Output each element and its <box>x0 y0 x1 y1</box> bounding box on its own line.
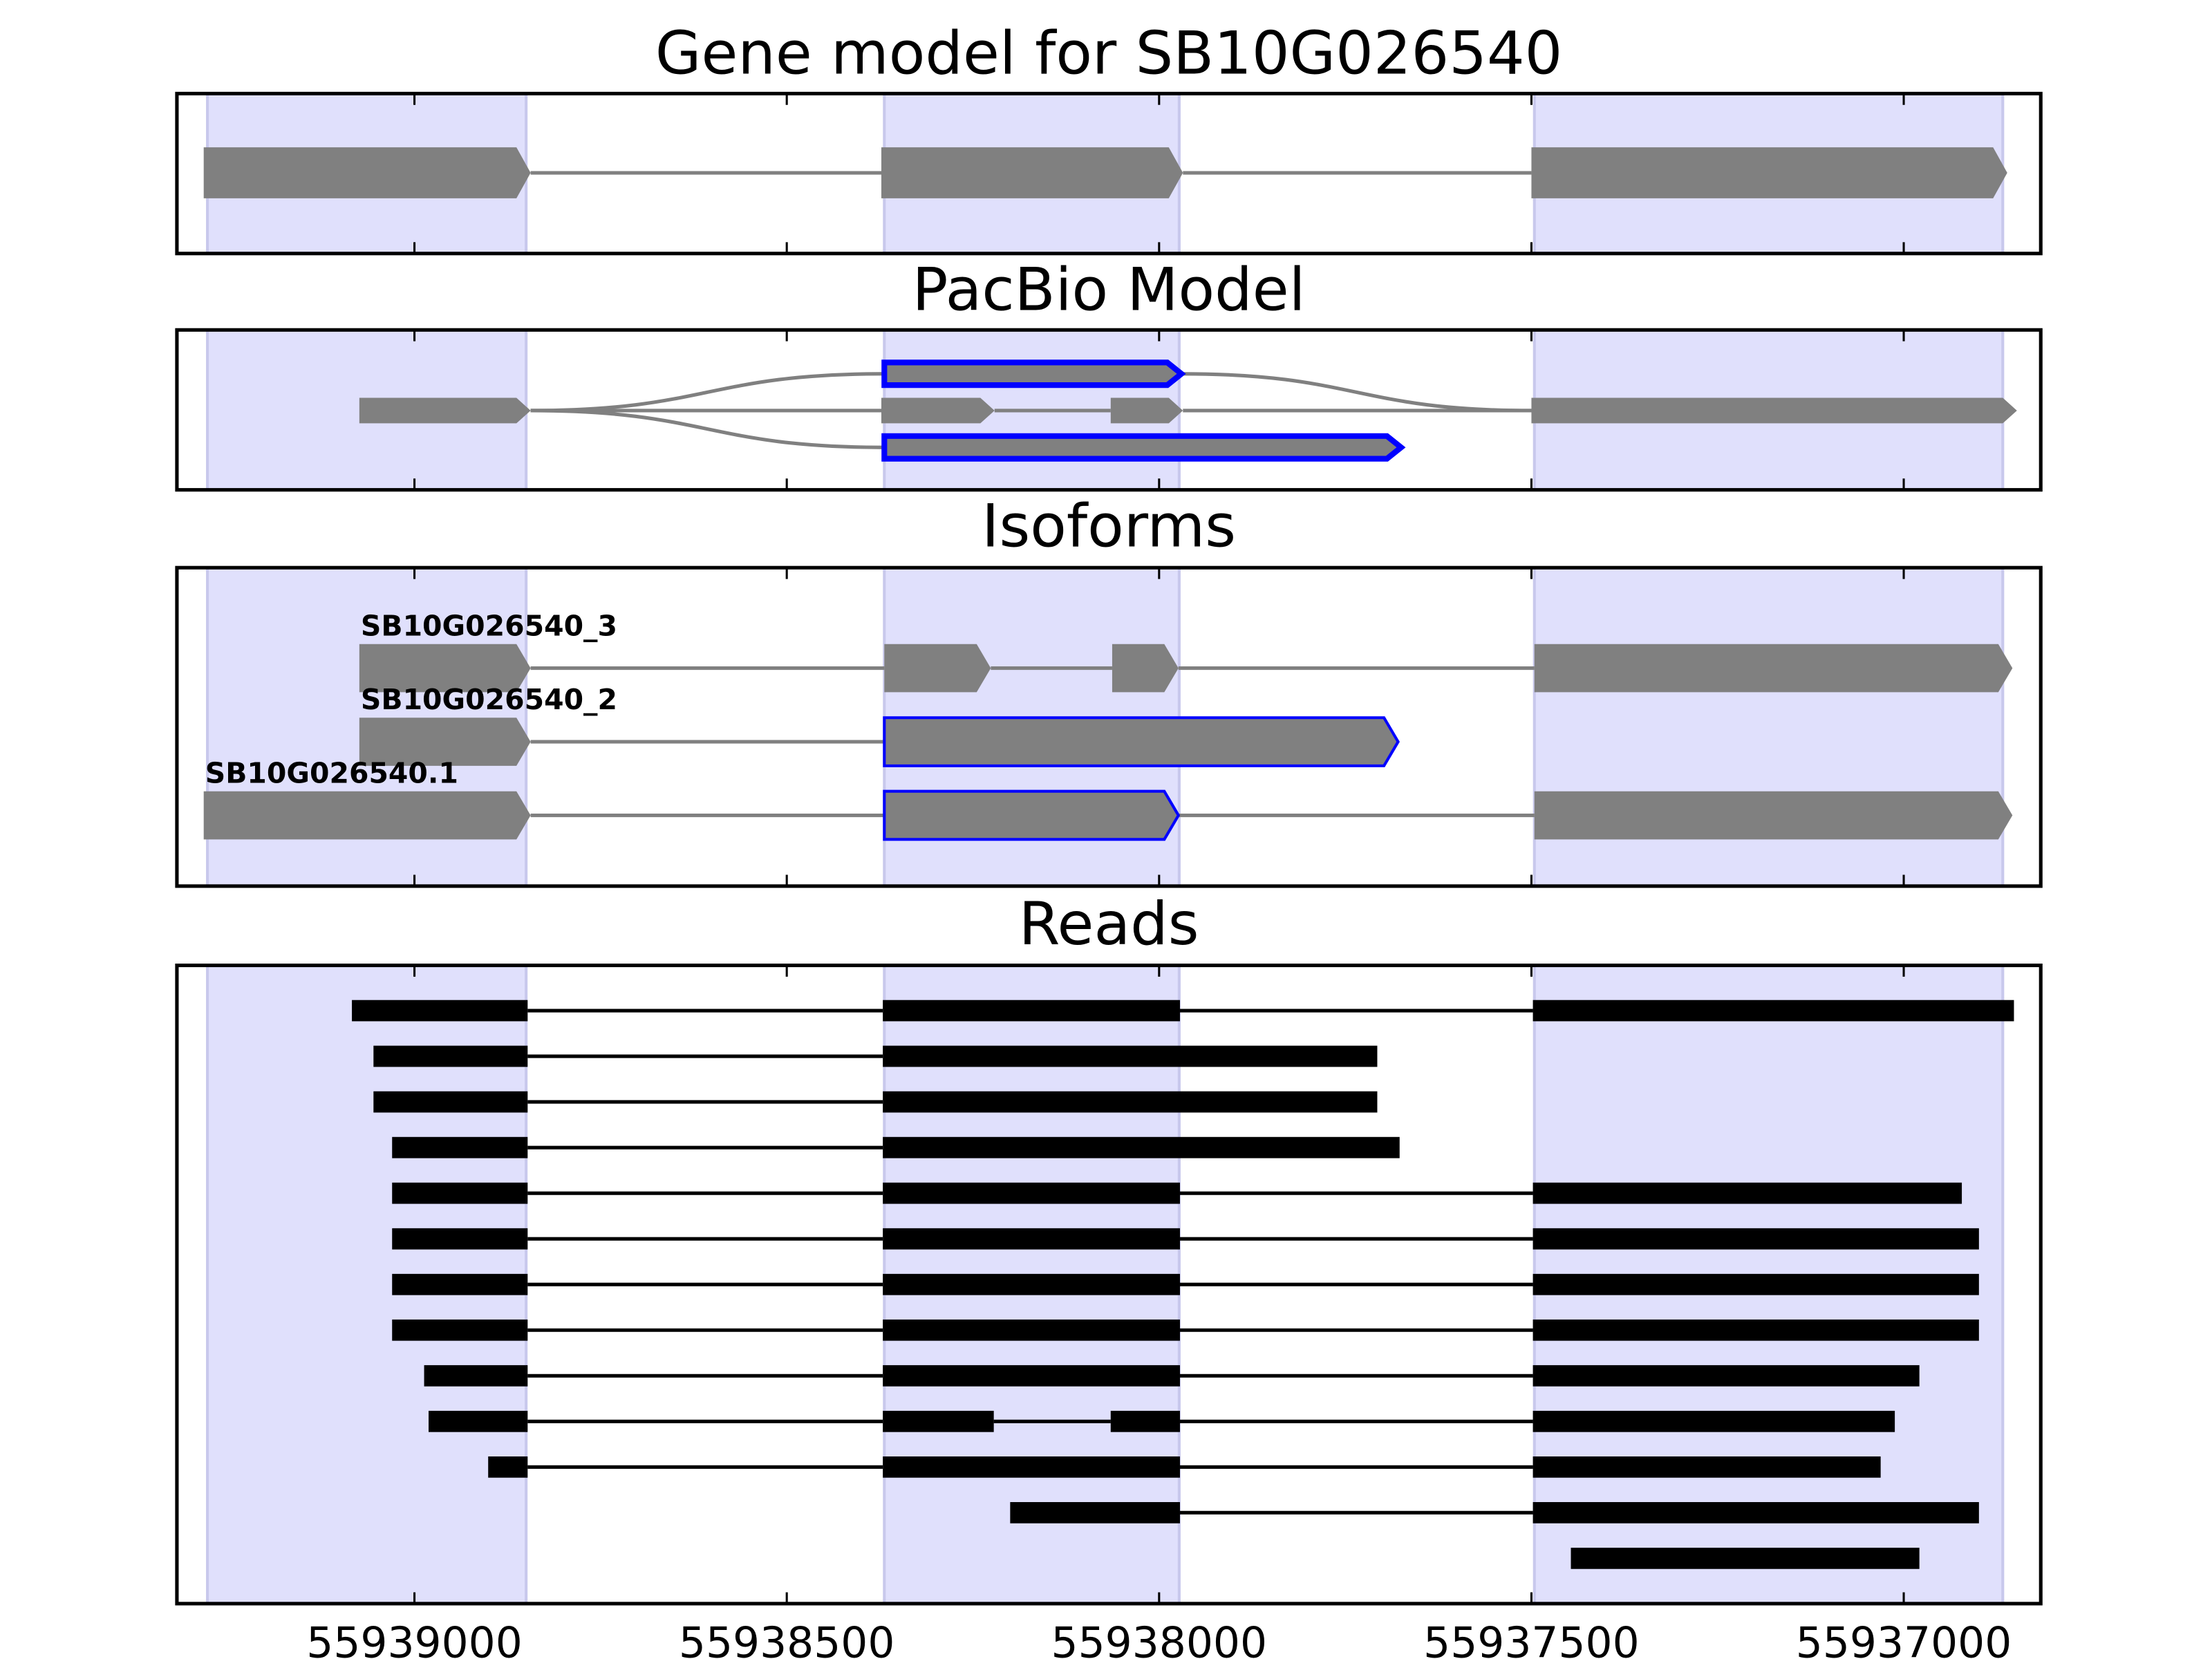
read-block <box>392 1136 528 1159</box>
read-block <box>373 1091 528 1113</box>
panel-title: Isoforms <box>982 492 1236 561</box>
read-block <box>1533 1319 1979 1341</box>
read-block <box>352 1000 528 1022</box>
exon <box>881 359 1186 388</box>
exon <box>359 644 531 693</box>
read-block <box>1533 1000 2014 1022</box>
read-block <box>1533 1365 1920 1387</box>
panel-frame <box>175 91 2043 256</box>
panel-title: Gene model for SB10G026540 <box>655 19 1563 88</box>
read-block <box>883 1182 1180 1204</box>
splice-link <box>1181 372 1532 413</box>
isoform-label: SB10G026540.1 <box>205 756 458 789</box>
read-block <box>488 1456 528 1478</box>
exon <box>884 644 991 693</box>
read-block <box>392 1273 528 1295</box>
exon <box>1112 644 1179 693</box>
panel-frame <box>175 328 2043 492</box>
read-block <box>424 1365 528 1387</box>
exon <box>883 716 1400 767</box>
panel <box>203 93 2007 254</box>
read-block <box>1533 1410 1895 1432</box>
read-block <box>883 1410 994 1432</box>
read-block <box>429 1410 528 1432</box>
read-block <box>883 1045 1378 1067</box>
read-block <box>392 1228 528 1250</box>
exon <box>1531 147 2007 198</box>
panel-title: Reads <box>1019 890 1199 959</box>
read-block <box>1533 1273 1979 1295</box>
exon <box>883 789 1181 841</box>
exon <box>1531 397 2017 424</box>
read-block <box>373 1045 528 1067</box>
read-block <box>1571 1548 1920 1569</box>
read-block <box>883 1000 1180 1022</box>
panel-frame <box>175 565 2043 888</box>
read-block <box>1110 1410 1180 1432</box>
exon <box>881 147 1183 198</box>
exon <box>1534 791 2013 840</box>
exon <box>881 433 1406 462</box>
isoform-label: SB10G026540_3 <box>361 610 617 643</box>
read-block <box>1533 1456 1881 1478</box>
panel-frame <box>175 963 2043 1606</box>
panel-title: PacBio Model <box>912 256 1306 325</box>
x-tick-label: 55938500 <box>679 1619 895 1659</box>
exon <box>1534 644 2013 693</box>
read-block <box>883 1091 1378 1113</box>
read-block <box>883 1365 1180 1387</box>
exon <box>359 718 531 766</box>
read-block <box>883 1228 1180 1250</box>
x-tick-label: 55937500 <box>1423 1619 1640 1659</box>
read-block <box>392 1319 528 1341</box>
read-block <box>883 1136 1400 1159</box>
read-block <box>883 1273 1180 1295</box>
read-block <box>1533 1228 1979 1250</box>
read-block <box>1533 1502 1979 1524</box>
splice-link <box>530 372 885 413</box>
isoform-label: SB10G026540_2 <box>361 683 617 716</box>
exon <box>881 397 995 424</box>
x-tick-label: 55939000 <box>306 1619 523 1659</box>
panel <box>206 965 2014 1604</box>
exon <box>359 397 531 424</box>
x-tick-label: 55938000 <box>1051 1619 1268 1659</box>
read-block <box>883 1456 1180 1478</box>
read-block <box>1010 1502 1180 1524</box>
read-block <box>883 1319 1180 1341</box>
exon <box>203 791 531 840</box>
exon <box>1110 397 1183 424</box>
panel <box>206 330 2017 490</box>
x-tick-label: 55937000 <box>1796 1619 2012 1659</box>
read-block <box>1533 1182 1962 1204</box>
panel <box>203 568 2013 886</box>
splice-link <box>530 409 885 449</box>
read-block <box>392 1182 528 1204</box>
exon <box>203 147 531 198</box>
